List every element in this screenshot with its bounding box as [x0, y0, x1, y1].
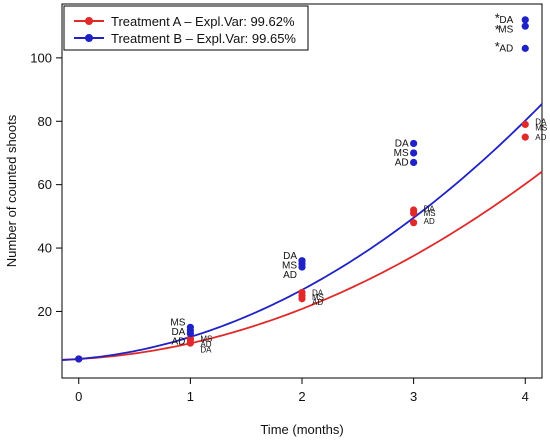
point-label: MS [282, 260, 297, 271]
point-label: DA [424, 204, 436, 213]
y-tick-label: 40 [38, 241, 52, 256]
legend-label-series-a: Treatment A – Expl.Var: 99.62% [111, 14, 295, 29]
data-point [75, 355, 83, 363]
data-point [410, 219, 418, 227]
point-label: AD [283, 270, 297, 281]
y-tick-label: 80 [38, 114, 52, 129]
fit-curve-series-a [61, 170, 543, 361]
y-tick-label: 100 [30, 50, 52, 65]
data-points [75, 16, 529, 363]
point-label: DA [200, 345, 212, 354]
point-label: MS [535, 124, 547, 133]
point-label: AD [535, 133, 546, 142]
x-tick-label: 2 [298, 389, 305, 404]
data-point [298, 288, 306, 297]
x-tick-label: 4 [522, 389, 529, 404]
point-label: MS [170, 318, 185, 329]
significance-asterisk: * [495, 22, 500, 37]
point-label: MS [200, 334, 212, 343]
axes: 0 1 2 3 4 20 40 60 80 100 [30, 50, 529, 404]
point-label: DA [283, 251, 297, 262]
data-point [186, 323, 194, 331]
data-point [410, 206, 418, 214]
point-label: DA [395, 138, 409, 149]
point-labels: MSADDADAMSADDAMSADDAMSADMSDAADDAMSADDAMS… [170, 11, 547, 355]
point-label: DA [535, 117, 547, 126]
fit-curves [61, 103, 543, 362]
data-point [521, 22, 529, 30]
y-axis-title: Number of counted shoots [4, 114, 19, 267]
data-point [410, 149, 418, 157]
x-tick-label: 1 [187, 389, 194, 404]
point-label: AD [200, 340, 211, 349]
point-label: AD [171, 337, 185, 348]
plot-frame [61, 3, 543, 379]
legend-marker-series-b [85, 34, 93, 42]
point-label: AD [312, 298, 323, 307]
legend-label-series-b: Treatment B – Expl.Var: 99.65% [111, 31, 296, 46]
data-point [521, 44, 529, 52]
point-label: MS [394, 148, 409, 159]
data-point [410, 158, 418, 167]
x-tick-label: 3 [410, 389, 417, 404]
legend-box [63, 5, 309, 51]
legend-marker-series-a [85, 17, 93, 25]
legend: Treatment A – Expl.Var: 99.62% Treatment… [63, 5, 309, 51]
x-axis-title: Time (months) [260, 422, 343, 437]
point-label: DA [499, 15, 513, 26]
x-tick-label: 0 [75, 389, 82, 404]
data-point [521, 133, 529, 141]
data-point [521, 16, 529, 24]
y-tick-label: 60 [38, 177, 52, 192]
y-tick-label: 20 [38, 304, 52, 319]
point-label: AD [499, 43, 513, 54]
data-point [298, 257, 306, 265]
fit-curve-series-b [61, 103, 543, 362]
significance-asterisk: * [495, 11, 500, 26]
point-label: MS [498, 24, 513, 35]
point-label: AD [395, 157, 409, 168]
data-point [410, 139, 418, 148]
point-label: DA [312, 288, 324, 297]
data-point [521, 120, 529, 129]
point-label: AD [424, 217, 435, 226]
significance-asterisk: * [495, 39, 500, 54]
point-label: MS [312, 293, 324, 302]
point-label: DA [171, 327, 185, 338]
point-label: MS [424, 209, 436, 218]
